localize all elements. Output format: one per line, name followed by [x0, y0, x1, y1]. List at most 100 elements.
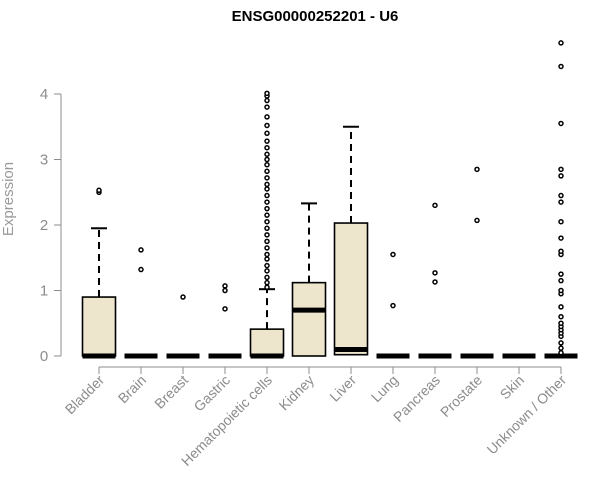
outlier-point [264, 181, 270, 188]
x-tick-label: Bladder [62, 372, 108, 418]
outlier-point [264, 130, 270, 137]
outlier-point [264, 205, 270, 212]
y-tick-label: 4 [40, 86, 48, 103]
box-group [333, 125, 369, 356]
y-tick-label: 0 [40, 348, 48, 365]
outlier-point [264, 256, 270, 262]
outlier-point [264, 161, 270, 168]
outlier-point [264, 122, 270, 129]
x-tick-label: Kidney [276, 372, 318, 414]
outlier-point [264, 218, 270, 225]
outlier-point [138, 266, 144, 273]
outlier-point [264, 114, 270, 120]
y-axis: 0 1 2 3 4 [40, 86, 62, 365]
outlier-point [264, 186, 270, 192]
box-group [81, 187, 117, 359]
outlier-point [432, 279, 438, 285]
outlier-point [558, 340, 564, 346]
outlier-point [264, 138, 270, 144]
box [291, 281, 327, 357]
x-tick-label: Skin [497, 372, 528, 403]
y-tick-label: 2 [40, 217, 48, 234]
x-tick-label: Unknown / Other [484, 372, 570, 458]
box-group [418, 202, 452, 359]
box-group [460, 166, 494, 359]
outlier-point [264, 262, 270, 269]
outlier-point [264, 151, 270, 158]
outlier-point [558, 63, 564, 70]
outlier-point [264, 104, 270, 110]
x-tick-label: Breast [151, 372, 191, 412]
outlier-point [558, 277, 564, 284]
outlier-point [264, 192, 270, 199]
outlier-point [264, 199, 270, 205]
outlier-point [264, 238, 270, 245]
box-group [208, 283, 242, 359]
y-tick-label: 3 [40, 152, 48, 169]
outlier-point [558, 345, 564, 351]
box-group [376, 251, 410, 359]
outlier-point [264, 245, 270, 251]
x-tick-label: Lung [368, 372, 401, 405]
outlier-point [558, 120, 564, 127]
outlier-point [264, 274, 270, 281]
outlier-point [264, 175, 270, 181]
outlier-point [180, 294, 186, 300]
outlier-point [558, 320, 564, 326]
outlier-point [474, 217, 480, 224]
y-tick-label: 1 [40, 283, 48, 300]
outlier-point [390, 251, 396, 258]
outlier-point [558, 199, 564, 205]
outlier-point [558, 173, 564, 179]
box-group [544, 40, 578, 359]
outlier-point [390, 302, 396, 309]
outlier-point [558, 313, 564, 320]
outlier-point [558, 248, 564, 254]
outlier-point [222, 306, 228, 312]
outlier-point [264, 268, 270, 274]
outlier-point [264, 90, 270, 97]
outlier-point [558, 192, 564, 199]
x-tick-label: Pancreas [390, 372, 443, 425]
outlier-point [264, 232, 270, 238]
x-tick-label: Prostate [437, 372, 485, 420]
outlier-point [432, 270, 438, 276]
outlier-point [96, 187, 102, 194]
outlier-point [264, 279, 270, 286]
box [333, 222, 369, 356]
outlier-point [222, 287, 228, 294]
outlier-point [558, 349, 564, 356]
box [249, 328, 285, 357]
outlier-point [558, 235, 564, 241]
box-group [124, 247, 158, 359]
outlier-point [264, 144, 270, 151]
outlier-point [264, 225, 270, 232]
outlier-point [264, 97, 270, 104]
outlier-point [474, 166, 480, 173]
chart-title: ENSG00000252201 - U6 [232, 8, 399, 25]
plot-area [81, 40, 578, 359]
x-tick-label: Brain [115, 372, 149, 406]
outlier-point [264, 284, 270, 290]
outlier-point [264, 168, 270, 175]
box-group [291, 202, 327, 357]
outlier-point [432, 202, 438, 209]
outlier-point [558, 271, 564, 277]
outlier-point [264, 212, 270, 218]
outlier-point [138, 247, 144, 253]
outlier-point [558, 218, 564, 225]
box-group [249, 90, 285, 359]
y-axis-label: Expression [0, 162, 17, 236]
box-group [166, 294, 200, 359]
outlier-point [558, 40, 564, 46]
outlier-point [558, 304, 564, 310]
outlier-point [558, 166, 564, 173]
outlier-point [264, 251, 270, 258]
box [81, 296, 117, 357]
outlier-point [558, 287, 564, 294]
x-tick-label: Liver [326, 372, 359, 405]
outlier-point [222, 283, 228, 289]
outlier-point [264, 156, 270, 163]
